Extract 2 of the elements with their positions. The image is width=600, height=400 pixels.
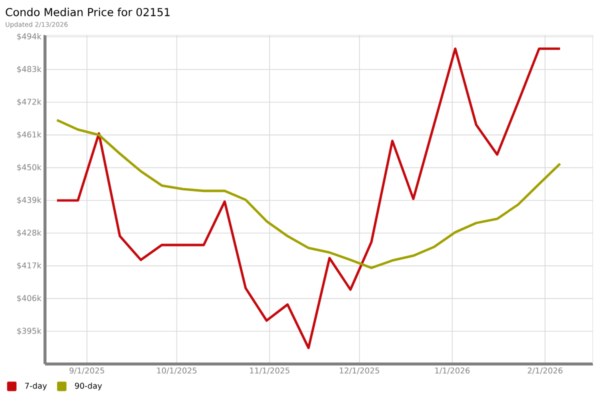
chart-title: Condo Median Price for 02151 xyxy=(6,8,170,16)
line-series xyxy=(56,118,562,270)
